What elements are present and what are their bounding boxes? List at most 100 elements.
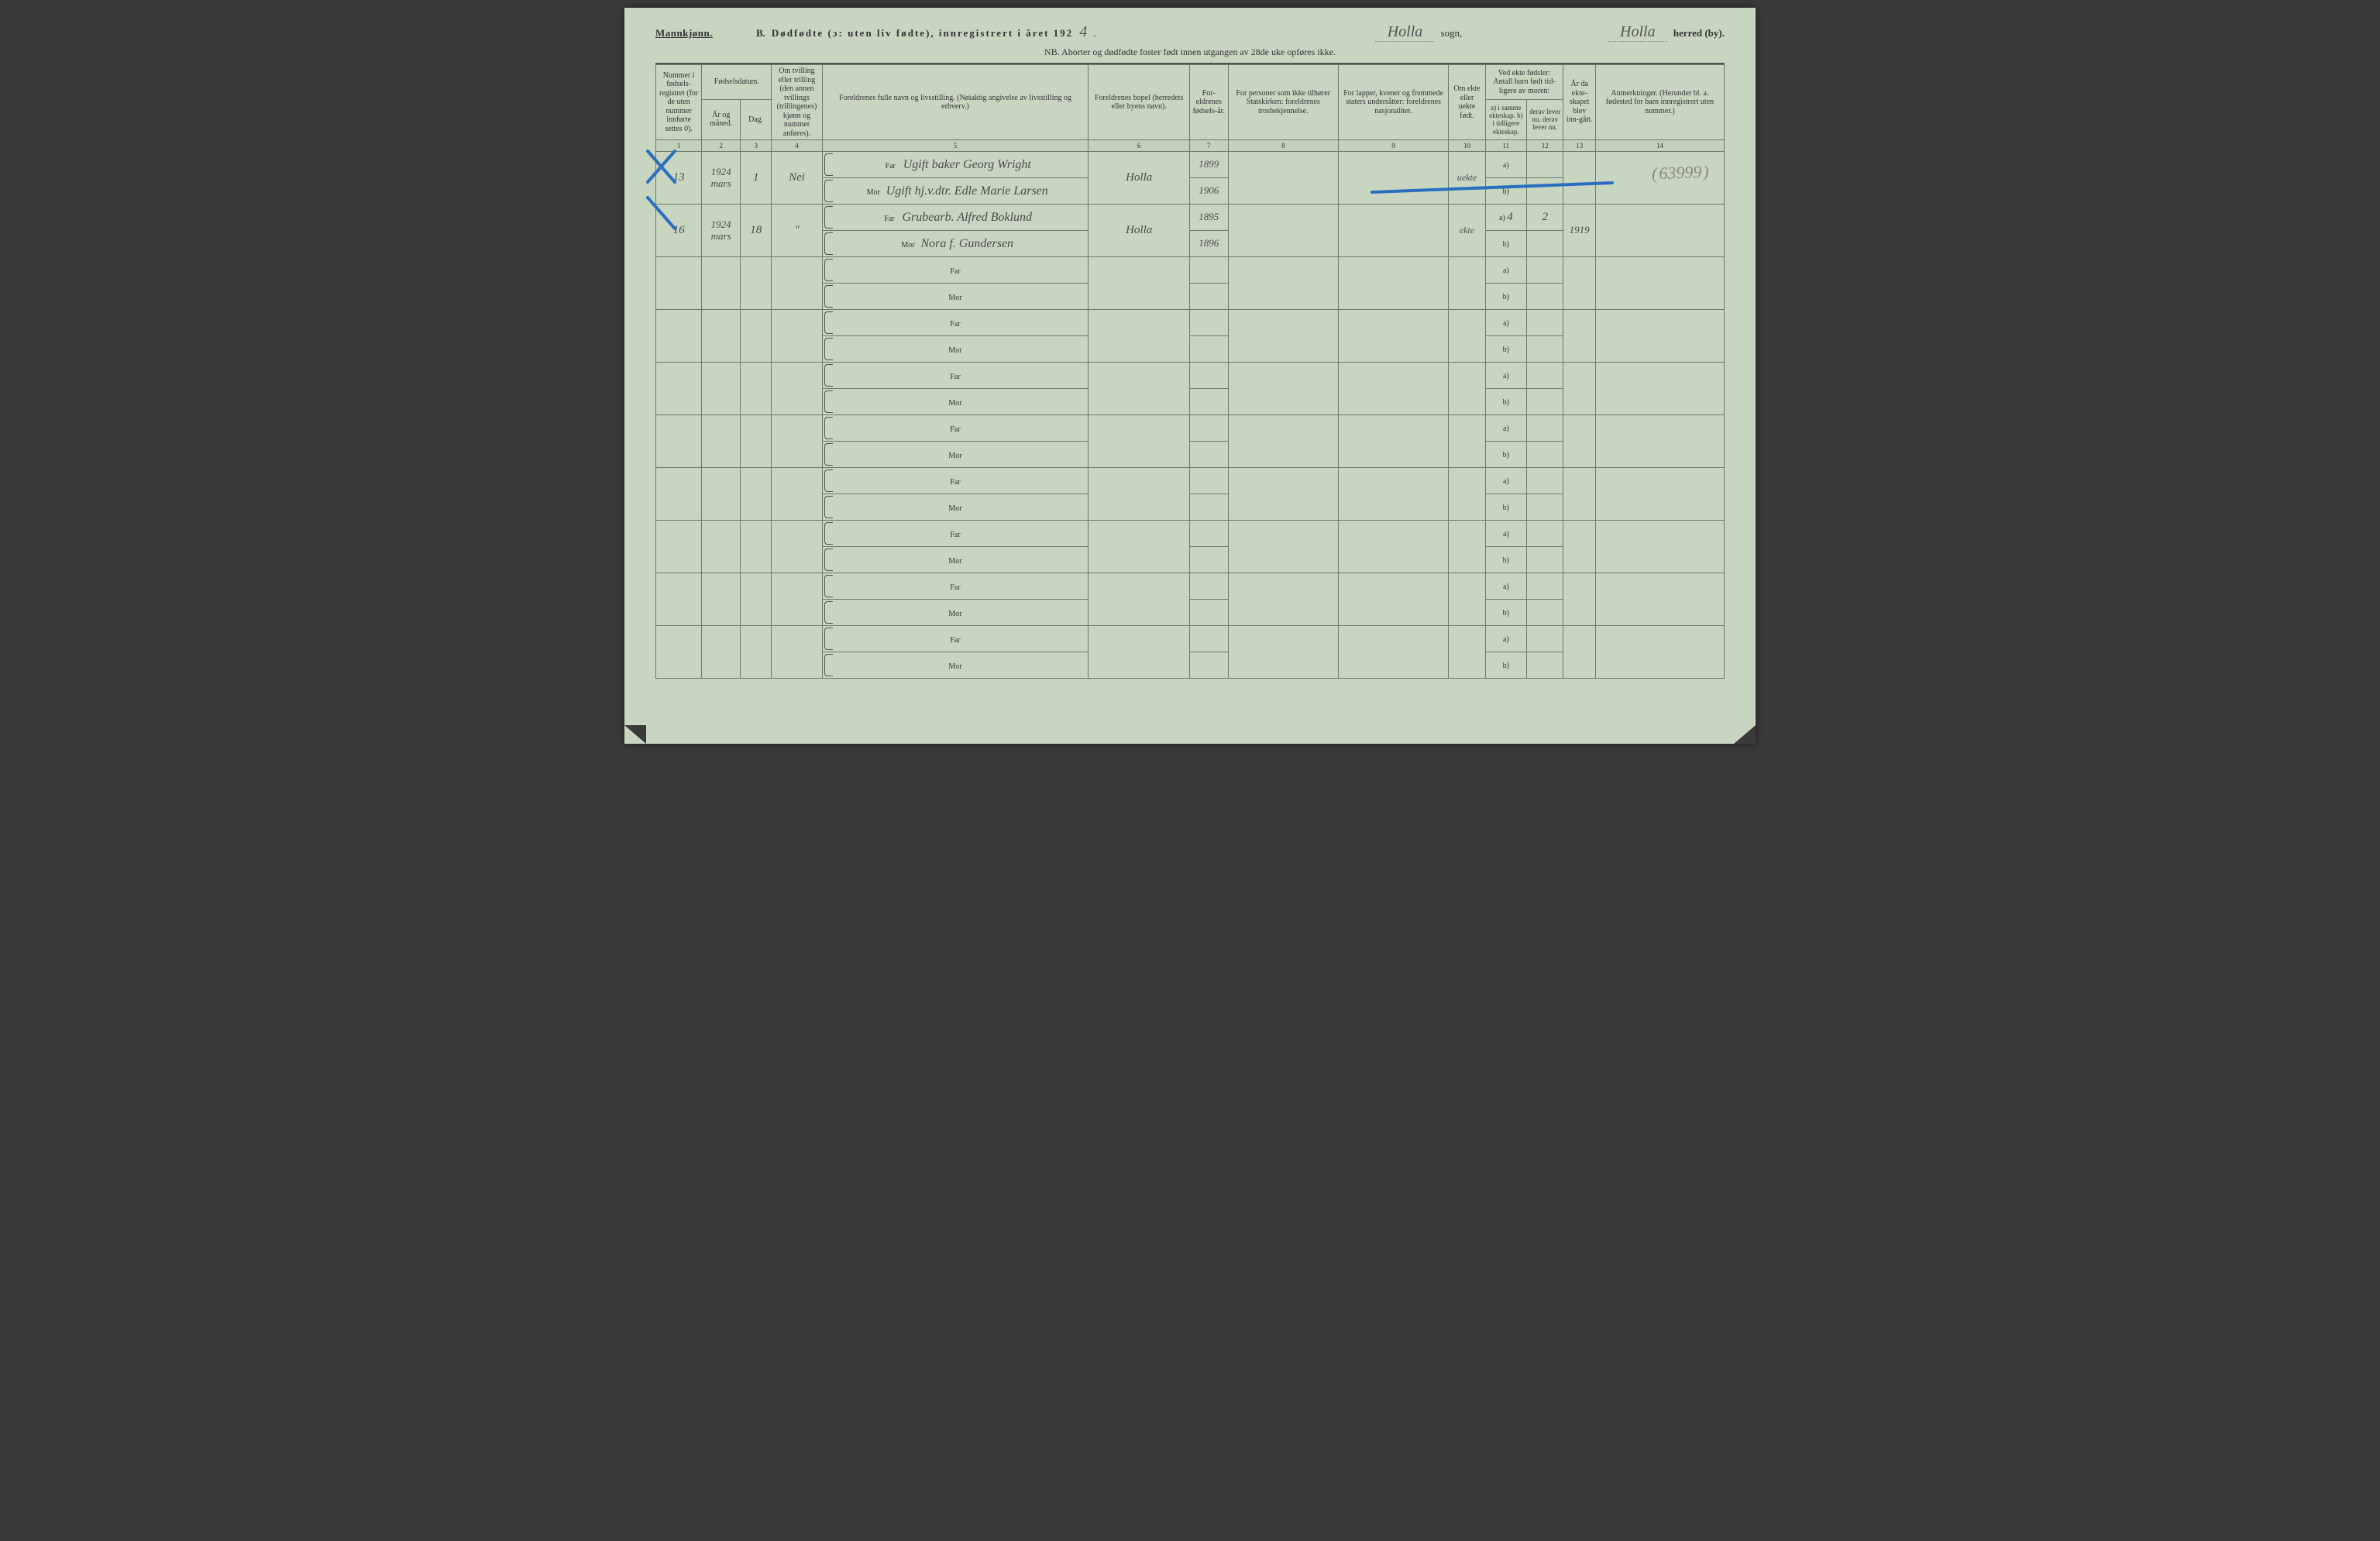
cell-number [656,310,702,363]
cell-12b [1527,652,1563,679]
colnum: 6 [1089,140,1189,152]
cell-anm [1595,415,1724,468]
cell-number [656,257,702,310]
cell-12b [1527,494,1563,521]
cell-marriage-year [1563,626,1596,679]
cell-mor-name: Mor [822,547,1089,573]
cell-number [656,521,702,573]
cell-number [656,573,702,626]
cell-religion [1228,573,1338,626]
cell-far-name: Far Grubearb. Alfred Boklund [822,205,1089,231]
cell-nationality [1338,205,1448,257]
cell-12a [1527,415,1563,442]
cell-far-year [1189,310,1228,336]
cell-far-year [1189,573,1228,600]
cell-nationality [1338,415,1448,468]
cell-12a [1527,310,1563,336]
cell-number [656,468,702,521]
cell-far-year [1189,626,1228,652]
herred-label: herred (by). [1673,27,1725,40]
cell-mor-name: Mor Nora f. Gundersen [822,231,1089,257]
col-header-4: Om tvilling eller trilling (den annen tv… [772,65,822,140]
cell-mor-name: Mor [822,494,1089,521]
cell-number [656,363,702,415]
table-body: 131924 mars1NeiFar Ugift baker Georg Wri… [656,152,1725,679]
cell-12b [1527,336,1563,363]
table-row-far: Far a) [656,468,1725,494]
cell-religion [1228,468,1338,521]
cell-far-year [1189,415,1228,442]
col-header-11-group: Ved ekte fødsler: Antall barn født tid-l… [1485,65,1563,100]
cell-anm [1595,468,1724,521]
table-row-far: 131924 mars1NeiFar Ugift baker Georg Wri… [656,152,1725,178]
sub-note: NB. Aborter og dødfødte foster født inne… [655,46,1725,58]
col-header-11: a) i samme ekteskap. b) i tidligere ekte… [1485,99,1526,139]
cell-mor-year [1189,336,1228,363]
cell-ekte [1449,415,1485,468]
cell-twin [772,573,822,626]
cell-year-month [702,363,741,415]
page-corner-fold-right [1734,725,1756,744]
cell-mor-name: Mor [822,442,1089,468]
cell-twin [772,468,822,521]
col-header-14: Anmerkninger. (Herunder bl. a. fødested … [1595,65,1724,140]
colnum: 4 [772,140,822,152]
col-header-7: For-eldrenes fødsels-år. [1189,65,1228,140]
cell-11b: b) [1485,494,1526,521]
cell-day [741,257,772,310]
sogn-value: Holla [1375,23,1434,42]
cell-ekte [1449,573,1485,626]
cell-12b [1527,178,1563,205]
cell-anm [1595,626,1724,679]
cell-12b [1527,547,1563,573]
cell-12a [1527,521,1563,547]
cell-religion [1228,310,1338,363]
cell-anm [1595,257,1724,310]
col-header-2: År og måned. [702,99,741,139]
cell-mor-year [1189,494,1228,521]
cell-11a: a) [1485,415,1526,442]
cell-12a [1527,152,1563,178]
cell-bopel [1089,415,1189,468]
cell-year-month [702,415,741,468]
cell-mor-year [1189,547,1228,573]
section-letter: B. [756,27,765,40]
cell-nationality [1338,257,1448,310]
colnum: 5 [822,140,1089,152]
cell-ekte [1449,310,1485,363]
cell-day [741,363,772,415]
cell-religion [1228,205,1338,257]
cell-mor-name: Mor [822,284,1089,310]
cell-nationality [1338,521,1448,573]
cell-bopel [1089,310,1189,363]
cell-mor-year [1189,389,1228,415]
cell-mor-name: Mor [822,652,1089,679]
cell-11a: a) [1485,626,1526,652]
table-row-far: Far a) [656,363,1725,389]
cell-religion [1228,626,1338,679]
cell-mor-year: 1906 [1189,178,1228,205]
cell-twin [772,310,822,363]
register-table: Nummer i fødsels-registret (for de uten … [655,64,1725,679]
cell-11b: b) [1485,600,1526,626]
cell-12a: 2 [1527,205,1563,231]
col-header-1: Nummer i fødsels-registret (for de uten … [656,65,702,140]
col-header-10: Om ekte eller uekte født. [1449,65,1485,140]
table-row-far: Far a) [656,257,1725,284]
cell-12a [1527,257,1563,284]
cell-number: 16 [656,205,702,257]
colnum: 13 [1563,140,1596,152]
col-header-2-group: Fødselsdatum. [702,65,772,100]
cell-nationality [1338,626,1448,679]
cell-marriage-year [1563,310,1596,363]
col-header-8: For personer som ikke tilhører Statskirk… [1228,65,1338,140]
cell-year-month [702,521,741,573]
cell-religion [1228,257,1338,310]
cell-number: 13 [656,152,702,205]
cell-day: 1 [741,152,772,205]
cell-mor-name: Mor [822,336,1089,363]
cell-11b: b) [1485,652,1526,679]
cell-ekte [1449,257,1485,310]
herred-value: Holla [1608,23,1667,42]
cell-anm [1595,573,1724,626]
